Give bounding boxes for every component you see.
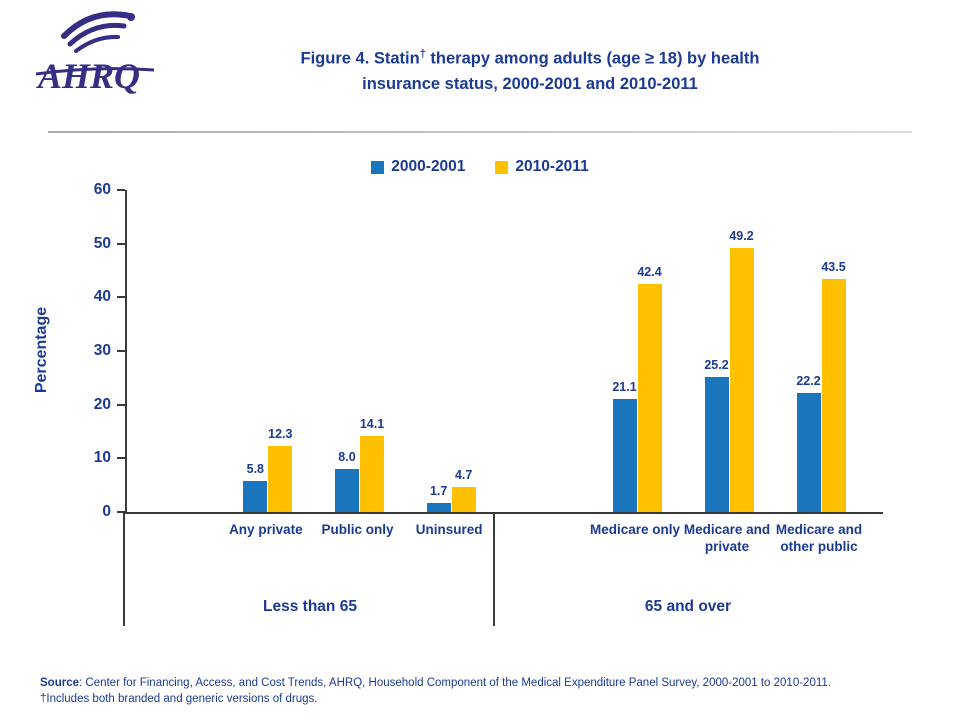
bar-value-label: 14.1	[359, 417, 385, 432]
chart-title: Figure 4. Statin† therapy among adults (…	[170, 46, 890, 98]
legend: 2000-2001 2010-2011	[0, 158, 960, 176]
legend-item-2000-2001: 2000-2001	[371, 158, 465, 176]
bar-2000-2001: 8.0	[335, 450, 359, 512]
bar-value-label: 49.2	[729, 228, 754, 243]
source-label: Source	[40, 677, 79, 689]
footer: Source: Center for Financing, Access, an…	[40, 676, 930, 707]
bar-2010-2011: 42.4	[637, 265, 662, 512]
title-line2: insurance status, 2000-2001 and 2010-201…	[362, 75, 698, 94]
bar-2000-2001: 25.2	[704, 358, 729, 512]
group-label: Less than 65	[263, 598, 357, 615]
axis-extension-line	[123, 512, 125, 626]
bar-group: 22.2 43.5	[775, 260, 867, 512]
category-label: Public only	[321, 522, 394, 537]
divider-line	[48, 131, 912, 133]
category-label-row: Any private Public only Uninsured Medicare …	[125, 514, 881, 556]
bar-value-label: 42.4	[637, 265, 662, 280]
y-tick-mark	[117, 242, 125, 245]
bar-group: 8.0 14.1	[314, 417, 406, 512]
legend-swatch	[371, 160, 385, 174]
category-label: Medicare only	[589, 522, 681, 537]
bar-value-label: 25.2	[704, 357, 729, 372]
title-dagger: †	[419, 48, 426, 60]
category-label: Medicare and private	[683, 522, 771, 554]
title-line1-post: therapy among adults (age ≥ 18) by healt…	[425, 49, 760, 68]
category-label: Medicare and other public	[775, 522, 863, 554]
section-separator-line	[493, 512, 495, 626]
category-label: Any private	[229, 522, 303, 537]
bar-group: 5.8 12.3	[222, 427, 314, 512]
y-tick-mark	[117, 457, 125, 460]
y-tick-label: 50	[93, 234, 111, 252]
plot-area: 0 10 20 30 40 50 60 5.8 12.3 8.0 14.1 1.7 4.7 21.1 42…	[94, 181, 883, 520]
legend-label: 2010-2011	[515, 158, 589, 175]
bar-2000-2001: 22.2	[796, 374, 821, 512]
bar-value-label: 5.8	[246, 461, 265, 476]
bars-row: 5.8 12.3 8.0 14.1 1.7 4.7 21.1 42.4 25.2 49.2 22.2…	[127, 190, 883, 512]
ahrq-eagle-icon: AHRQ	[35, 11, 155, 96]
bar-2010-2011: 12.3	[268, 427, 293, 512]
bar-2000-2001: 1.7	[426, 484, 451, 512]
y-axis-title: Percentage	[33, 306, 50, 394]
bar-2000-2001: 21.1	[612, 380, 637, 512]
bar-group: 25.2 49.2	[683, 229, 775, 512]
bar-value-label: 1.7	[429, 483, 448, 498]
y-tick-mark	[117, 189, 125, 191]
source-text: : Center for Financing, Access, and Cost…	[79, 677, 831, 689]
bar-value-label: 8.0	[338, 450, 356, 465]
title-line1-pre: Figure 4. Statin	[300, 49, 420, 68]
bar-value-label: 22.2	[796, 373, 821, 388]
bar-2000-2001: 5.8	[243, 462, 268, 512]
bar-value-label: 12.3	[268, 427, 293, 441]
legend-swatch	[495, 160, 509, 174]
bar-2010-2011: 14.1	[360, 417, 384, 512]
group-label-row: Less than 65 65 and over	[125, 598, 881, 616]
y-tick-mark	[117, 403, 125, 406]
y-tick-label: 20	[93, 395, 111, 413]
bar-group: 21.1 42.4	[591, 265, 683, 512]
category-label: Uninsured	[415, 522, 483, 537]
label-section: Medicare only Medicare and private Medicar…	[495, 514, 881, 556]
y-tick-label: 0	[102, 503, 111, 520]
y-tick-mark	[117, 350, 125, 352]
group-label: 65 and over	[644, 598, 732, 615]
y-tick-label: 60	[93, 181, 111, 198]
bar-value-label: 4.7	[454, 467, 473, 482]
y-tick-mark	[117, 511, 125, 513]
legend-label: 2000-2001	[391, 158, 466, 175]
bar-2010-2011: 43.5	[821, 260, 846, 512]
bar-value-label: 43.5	[821, 259, 846, 274]
ahrq-logo: AHRQ	[35, 6, 156, 102]
bar-value-label: 21.1	[612, 379, 637, 394]
bar-group: 1.7 4.7	[405, 468, 497, 512]
y-tick-label: 40	[93, 288, 111, 306]
y-tick-mark	[117, 296, 125, 299]
source-note: Source: Center for Financing, Access, an…	[40, 676, 930, 692]
bar-section: 21.1 42.4 25.2 49.2 22.2 43.5	[497, 229, 883, 512]
legend-item-2010-2011: 2010-2011	[495, 158, 589, 176]
y-tick-label: 30	[93, 342, 111, 359]
label-section: Any private Public only Uninsured	[125, 514, 495, 556]
ahrq-wordmark: AHRQ	[36, 56, 140, 96]
bar-section: 5.8 12.3 8.0 14.1 1.7 4.7	[127, 417, 497, 512]
bar-2010-2011: 49.2	[729, 229, 754, 512]
dagger-note: †Includes both branded and generic versi…	[40, 692, 318, 705]
bar-2010-2011: 4.7	[451, 468, 476, 512]
y-tick-label: 10	[93, 449, 111, 467]
